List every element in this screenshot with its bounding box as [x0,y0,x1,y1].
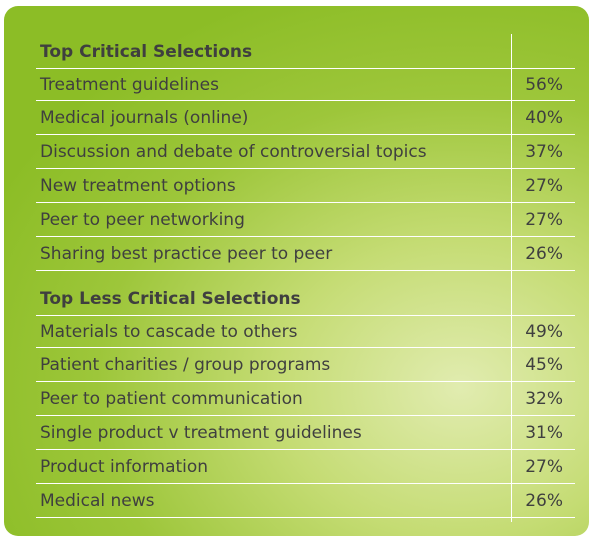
row-label: Medical news [40,491,155,511]
row-value: 26% [525,244,563,264]
row-label: Single product v treatment guidelines [40,423,362,443]
table-row: Treatment guidelines 56% [36,68,575,101]
table-row: New treatment options 27% [36,170,575,203]
column-divider [511,34,512,522]
row-value: 27% [525,210,563,230]
row-value: 56% [525,75,563,95]
row-label: Peer to peer networking [40,210,245,230]
row-value: 37% [525,142,563,162]
row-label: Peer to patient communication [40,389,303,409]
row-label: Sharing best practice peer to peer [40,244,333,264]
row-value: 27% [525,176,563,196]
table-row: Discussion and debate of controversial t… [36,136,575,169]
selections-table-card: Top Critical Selections Treatment guidel… [4,6,589,536]
row-label: Discussion and debate of controversial t… [40,142,427,162]
section-heading-label: Top Less Critical Selections [40,289,301,309]
row-value: 32% [525,389,563,409]
table-row: Patient charities / group programs 45% [36,349,575,382]
row-label: Treatment guidelines [40,75,219,95]
section-heading-less-critical: Top Less Critical Selections [36,283,575,315]
row-value: 40% [525,108,563,128]
row-value: 27% [525,457,563,477]
table-row: Materials to cascade to others 49% [36,315,575,348]
row-value: 45% [525,355,563,375]
table-row: Single product v treatment guidelines 31… [36,417,575,450]
row-label: Materials to cascade to others [40,322,298,342]
row-label: Medical journals (online) [40,108,249,128]
table-row: Medical news 26% [36,485,575,518]
table-row: Peer to patient communication 32% [36,383,575,416]
table-row: Sharing best practice peer to peer 26% [36,238,575,271]
row-value: 31% [525,423,563,443]
table-row: Peer to peer networking 27% [36,204,575,237]
table-row: Medical journals (online) 40% [36,102,575,135]
row-value: 49% [525,322,563,342]
section-heading-label: Top Critical Selections [40,42,253,62]
section-heading-critical: Top Critical Selections [36,36,575,68]
row-label: Patient charities / group programs [40,355,331,375]
row-label: Product information [40,457,209,477]
row-label: New treatment options [40,176,236,196]
table-row: Product information 27% [36,451,575,484]
row-value: 26% [525,491,563,511]
